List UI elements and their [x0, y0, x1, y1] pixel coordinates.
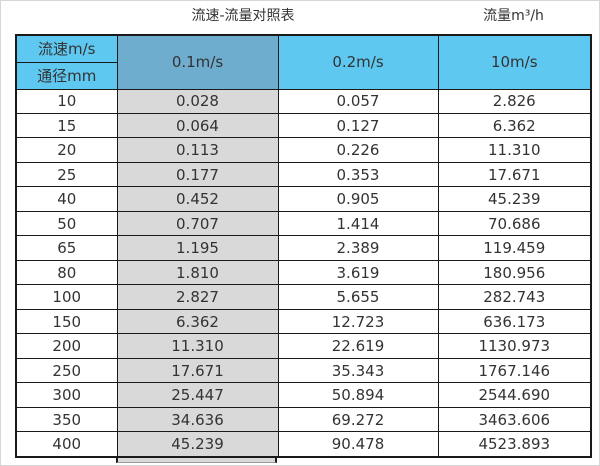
flow-value-cell: 2.827 [116, 284, 279, 310]
flow-value-cell: 17.671 [116, 357, 279, 384]
table-row: 300 25.447 50.894 2544.690 [15, 382, 592, 408]
diameter-cell: 50 [15, 210, 118, 237]
table-row: 200 11.310 22.619 1130.973 [15, 333, 592, 359]
flow-value-cell: 1.414 [277, 210, 439, 237]
flow-value-cell: 11.310 [437, 137, 592, 163]
flow-value-cell: 0.057 [277, 88, 439, 114]
table-row: 400 45.239 90.478 4523.893 [15, 431, 592, 458]
table-row: 100 2.827 5.655 282.743 [15, 284, 592, 310]
flow-value-cell: 22.619 [277, 333, 439, 359]
diameter-cell: 150 [15, 308, 118, 335]
diameter-cell: 100 [15, 284, 118, 310]
flow-value-cell: 6.362 [437, 112, 592, 139]
flow-value-cell: 3463.606 [437, 406, 592, 433]
flow-value-cell: 0.905 [277, 186, 439, 212]
flow-value-cell: 1130.973 [437, 333, 592, 359]
flow-value-cell: 636.173 [437, 308, 592, 335]
flow-value-cell: 1767.146 [437, 357, 592, 384]
flow-value-cell: 50.894 [277, 382, 439, 408]
flow-value-cell: 1.810 [116, 259, 279, 286]
diameter-cell: 65 [15, 235, 118, 261]
flow-value-cell: 4523.893 [437, 431, 592, 458]
flow-value-cell: 3.619 [277, 259, 439, 286]
flow-value-cell: 2.389 [277, 235, 439, 261]
table-row: 25 0.177 0.353 17.671 [15, 161, 592, 188]
diameter-cell: 300 [15, 382, 118, 408]
table-body: 10 0.028 0.057 2.826 15 0.064 0.127 6.362 20 0.11… [15, 88, 592, 458]
flow-value-cell: 6.362 [116, 308, 279, 335]
flow-value-cell: 90.478 [277, 431, 439, 458]
diameter-cell: 25 [15, 161, 118, 188]
table-row: 150 6.362 12.723 636.173 [15, 308, 592, 335]
flow-value-cell: 25.447 [116, 382, 279, 408]
flow-value-cell: 45.239 [437, 186, 592, 212]
table-row: 250 17.671 35.343 1767.146 [15, 357, 592, 384]
table-row: 10 0.028 0.057 2.826 [15, 88, 592, 114]
column-header-0-2ms: 0.2m/s [277, 34, 439, 90]
flow-value-cell: 0.113 [116, 137, 279, 163]
flow-value-cell: 282.743 [437, 284, 592, 310]
diameter-cell: 350 [15, 406, 118, 433]
flow-value-cell: 34.636 [116, 406, 279, 433]
header-row-top: 流速m/s 0.1m/s 0.2m/s 10m/s [15, 34, 592, 90]
flow-value-cell: 119.459 [437, 235, 592, 261]
flow-value-cell: 17.671 [437, 161, 592, 188]
table-header: 流速m/s 0.1m/s 0.2m/s 10m/s 通径mm [15, 34, 592, 90]
table-row: 65 1.195 2.389 119.459 [15, 235, 592, 261]
flow-value-cell: 69.272 [277, 406, 439, 433]
flow-value-cell: 0.064 [116, 112, 279, 139]
diameter-cell: 80 [15, 259, 118, 286]
flow-unit-label: 流量m³/h [483, 8, 544, 24]
flow-rate-table: 流速m/s 0.1m/s 0.2m/s 10m/s 通径mm 10 0.028 0.… [15, 34, 592, 458]
corner-diameter-label: 通径mm [15, 61, 118, 90]
diameter-cell: 400 [15, 431, 118, 458]
diameter-cell: 200 [15, 333, 118, 359]
selected-column-overhang [116, 458, 277, 463]
flow-value-cell: 70.686 [437, 210, 592, 237]
table-row: 50 0.707 1.414 70.686 [15, 210, 592, 237]
diameter-cell: 250 [15, 357, 118, 384]
table-row: 80 1.810 3.619 180.956 [15, 259, 592, 286]
flow-value-cell: 5.655 [277, 284, 439, 310]
flow-value-cell: 12.723 [277, 308, 439, 335]
table-row: 20 0.113 0.226 11.310 [15, 137, 592, 163]
column-header-0-1ms: 0.1m/s [116, 34, 279, 90]
flow-value-cell: 35.343 [277, 357, 439, 384]
flow-value-cell: 0.127 [277, 112, 439, 139]
corner-flow-speed-label: 流速m/s [15, 34, 118, 63]
flow-value-cell: 0.707 [116, 210, 279, 237]
table-row: 350 34.636 69.272 3463.606 [15, 406, 592, 433]
flow-value-cell: 0.226 [277, 137, 439, 163]
flow-value-cell: 2.826 [437, 88, 592, 114]
flow-value-cell: 45.239 [116, 431, 279, 458]
page-title: 流速-流量对照表 [191, 8, 295, 24]
diameter-cell: 15 [15, 112, 118, 139]
diameter-cell: 10 [15, 88, 118, 114]
table-row: 40 0.452 0.905 45.239 [15, 186, 592, 212]
diameter-cell: 40 [15, 186, 118, 212]
column-header-10ms: 10m/s [437, 34, 592, 90]
flow-value-cell: 0.353 [277, 161, 439, 188]
header-row-bottom: 通径mm [15, 61, 591, 90]
flow-value-cell: 0.177 [116, 161, 279, 188]
flow-value-cell: 1.195 [116, 235, 279, 261]
diameter-cell: 20 [15, 137, 118, 163]
flow-value-cell: 0.028 [116, 88, 279, 114]
table-row: 15 0.064 0.127 6.362 [15, 112, 592, 139]
flow-value-cell: 11.310 [116, 333, 279, 359]
flow-value-cell: 2544.690 [437, 382, 592, 408]
flow-value-cell: 0.452 [116, 186, 279, 212]
flow-value-cell: 180.956 [437, 259, 592, 286]
